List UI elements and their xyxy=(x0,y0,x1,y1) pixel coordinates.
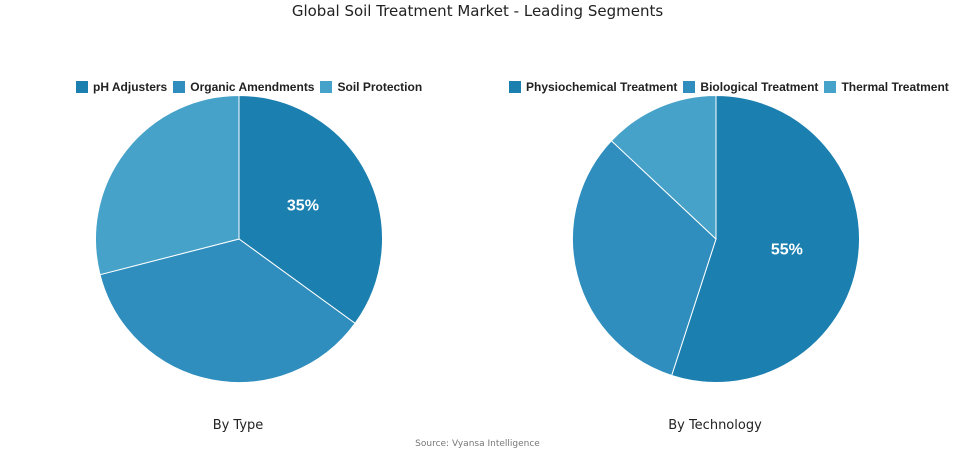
legend-label: Biological Treatment xyxy=(700,80,819,94)
legend-label: Soil Protection xyxy=(337,80,423,94)
chart-caption-by-type: By Type xyxy=(212,418,264,433)
pie-slice-physiochemical-treatment xyxy=(671,94,860,383)
legend-label: pH Adjusters xyxy=(93,80,168,94)
pie-slice-ph-adjusters xyxy=(238,94,383,325)
legend-swatch xyxy=(173,81,186,93)
legend-item: pH Adjusters xyxy=(76,80,167,94)
pie-slice-organic-amendments xyxy=(99,238,356,383)
legend-item: Soil Protection xyxy=(320,80,422,94)
legend-label: Thermal Treatment xyxy=(841,80,949,94)
legend-label: Organic Amendments xyxy=(190,80,315,94)
legend-item: Physiochemical Treatment xyxy=(509,80,677,94)
legend-label: Physiochemical Treatment xyxy=(526,80,678,94)
legend-swatch xyxy=(683,81,696,93)
pie-slice-biological-treatment xyxy=(572,140,717,377)
legend-item: Organic Amendments xyxy=(173,80,314,94)
source-note: Source: Vyansa Intelligence xyxy=(415,439,540,449)
legend-item: Biological Treatment xyxy=(683,80,818,94)
data-label: 35% xyxy=(287,198,319,215)
legend-swatch xyxy=(509,81,521,93)
chart-title: Global Soil Treatment Market - Leading S… xyxy=(291,2,664,20)
pie-chart-by-type: 35% xyxy=(95,94,383,383)
pie-chart-by-technology: 55% xyxy=(572,94,860,383)
legend-swatch xyxy=(320,81,333,93)
legend-by-type: pH Adjusters Organic Amendments Soil Pro… xyxy=(76,79,422,95)
legend-by-technology: Physiochemical Treatment Biological Trea… xyxy=(509,79,949,95)
pie-slice-thermal-treatment xyxy=(610,94,717,241)
chart-caption-by-technology: By Technology xyxy=(668,418,762,433)
data-label: 55% xyxy=(771,241,803,258)
legend-item: Thermal Treatment xyxy=(824,80,949,94)
pie-slice-soil-protection xyxy=(95,94,240,276)
legend-swatch xyxy=(76,81,88,93)
legend-swatch xyxy=(824,81,837,93)
